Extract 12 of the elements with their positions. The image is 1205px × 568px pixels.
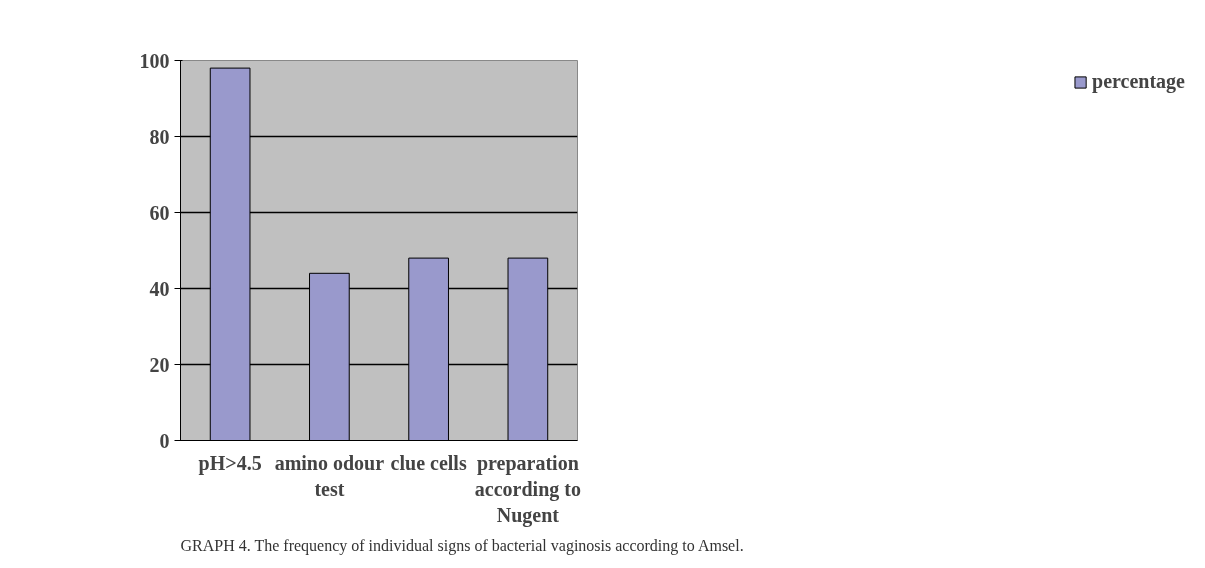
y-tick-label: 40 <box>149 277 170 300</box>
y-tick-label: 60 <box>149 201 170 224</box>
legend-label: percentage <box>1092 70 1185 93</box>
y-tick-label: 20 <box>149 353 170 376</box>
caption: GRAPH 4. The frequency of individual signs of bacterial vaginosis according to Amsel. <box>180 536 744 555</box>
x-tick-label: pH>4.5 <box>198 451 262 475</box>
y-tick-label: 80 <box>149 125 170 148</box>
x-tick-label: amino odour test <box>274 451 385 500</box>
x-tick-label: preparation according to Nugent <box>474 451 581 528</box>
x-tick-label: clue cells <box>390 451 467 474</box>
y-tick-label: 0 <box>159 429 170 452</box>
y-tick-label: 100 <box>139 49 170 72</box>
